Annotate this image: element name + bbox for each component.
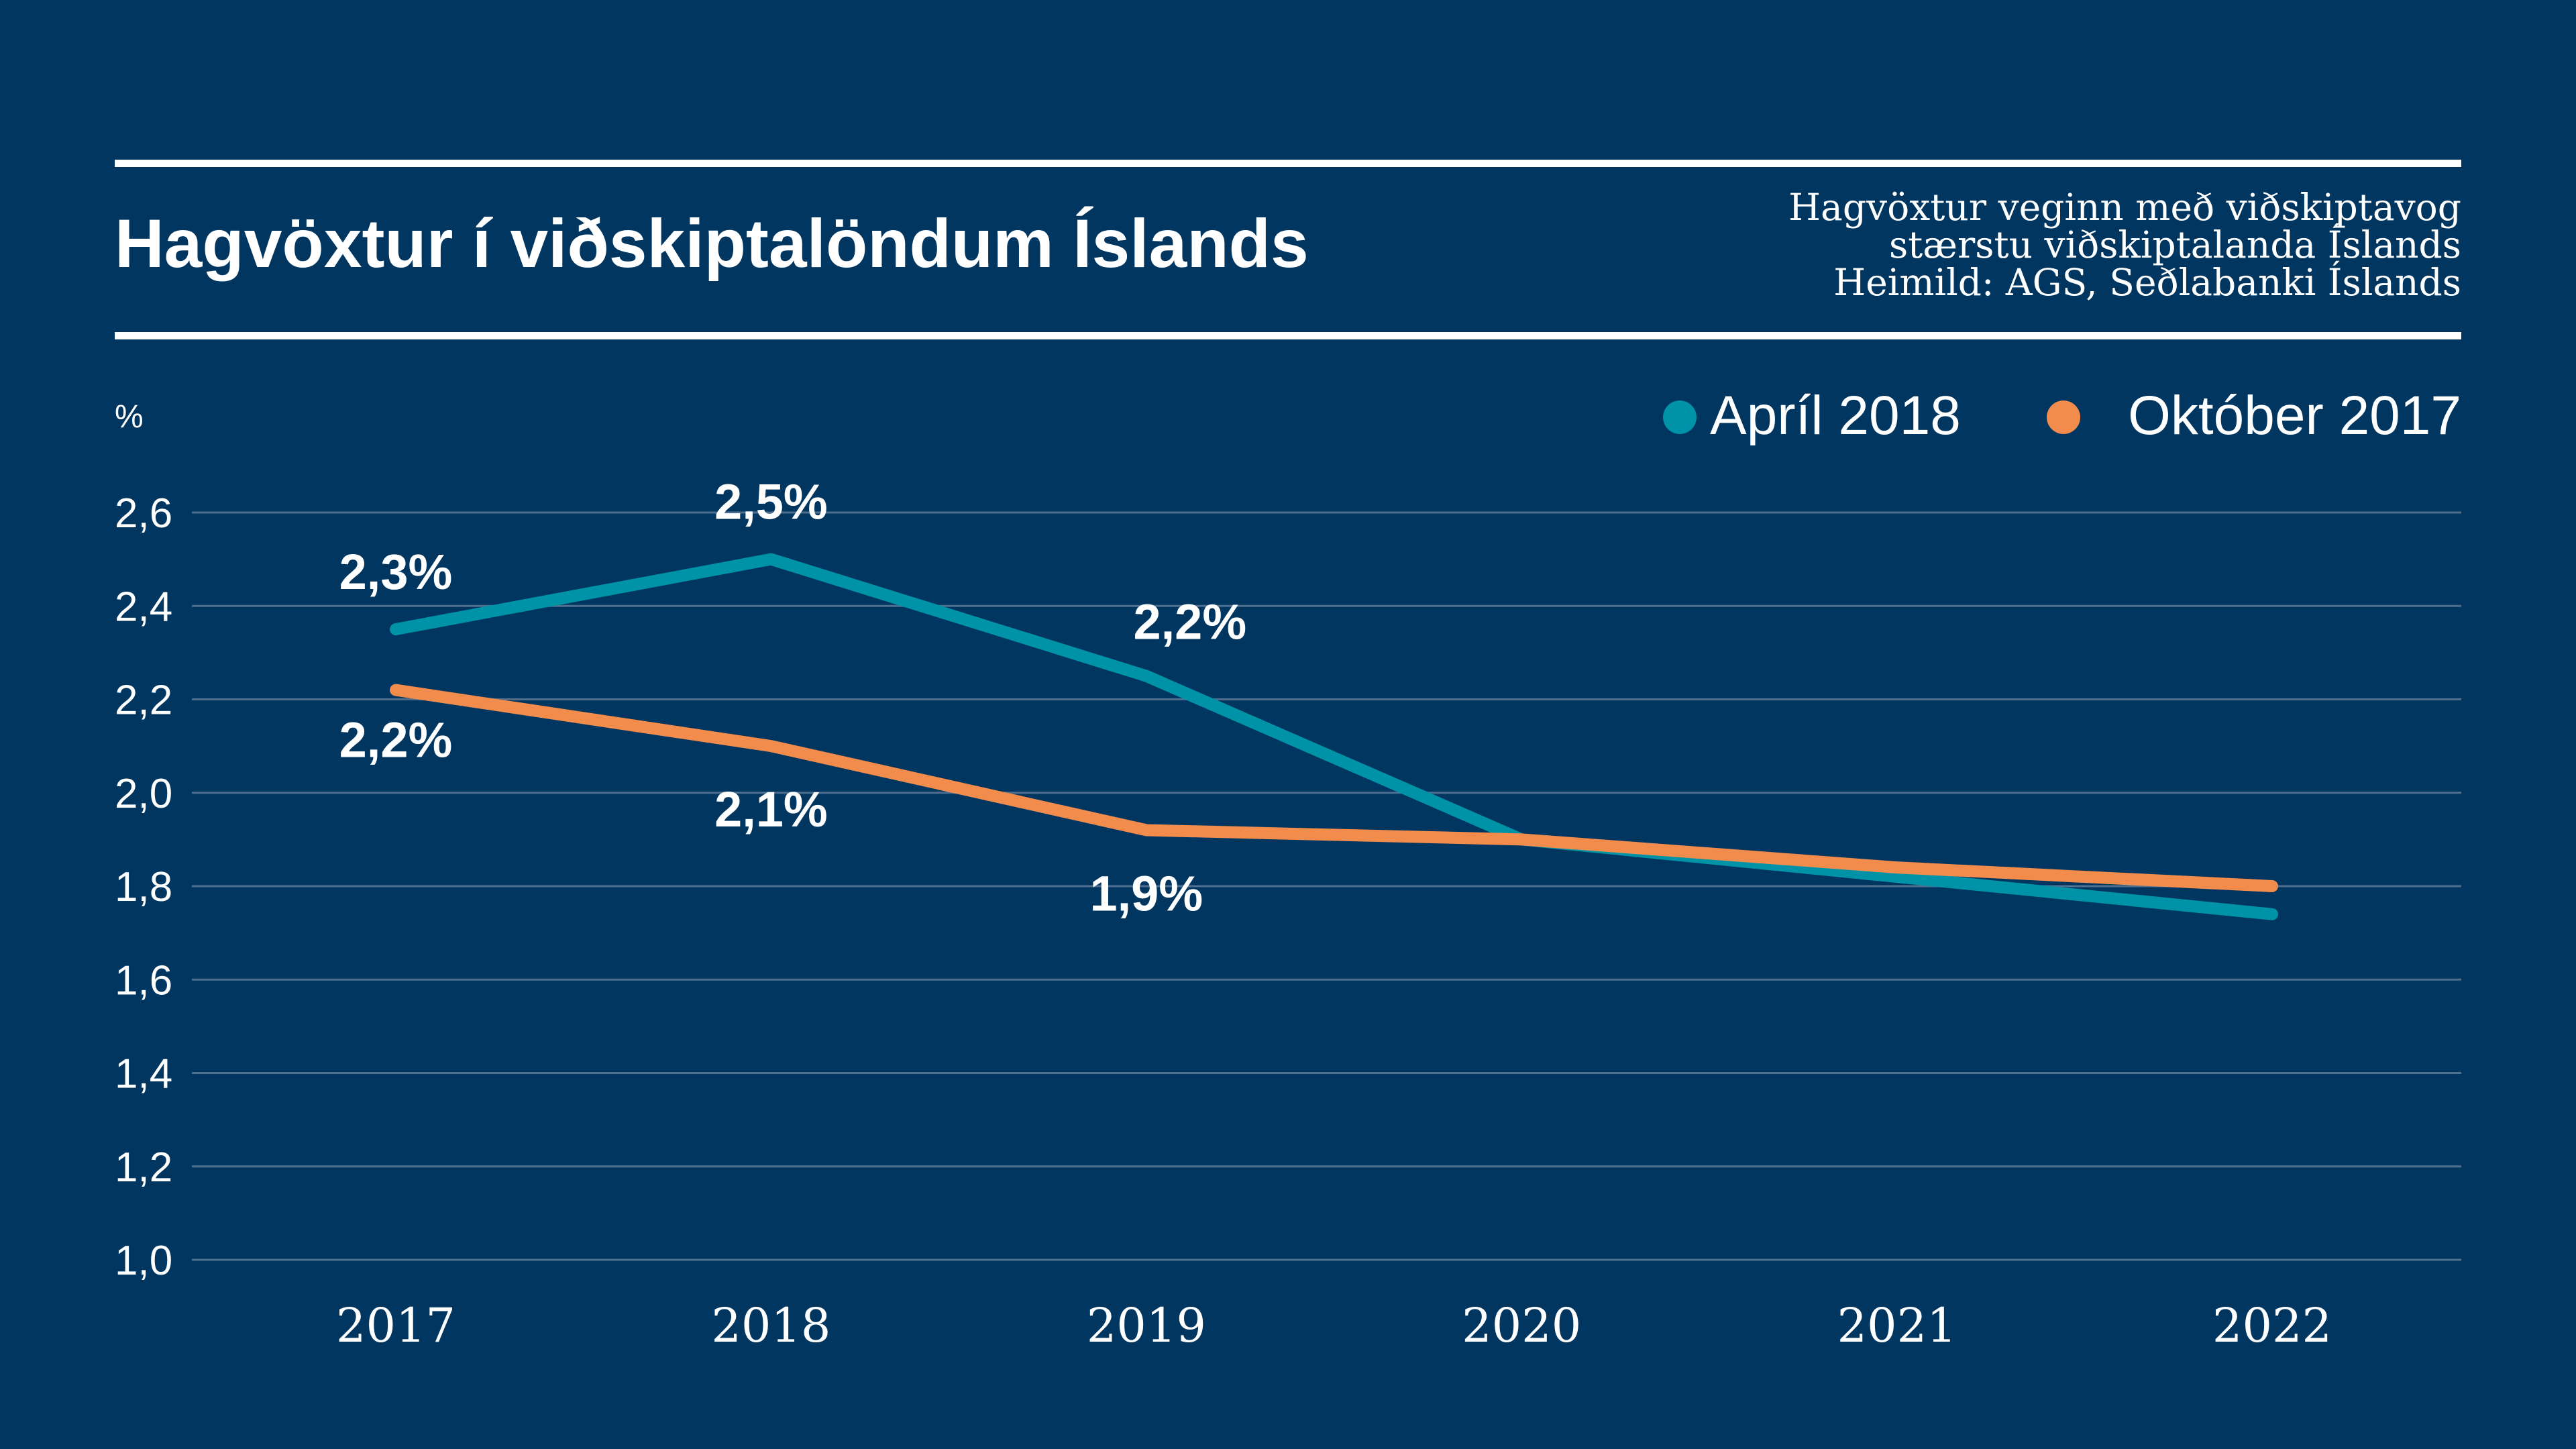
y-tick-label: 1,2 [115, 1144, 172, 1191]
y-tick-labels: 1,0 1,2 1,4 1,6 1,8 2,0 2,2 2,4 2,6 [115, 490, 172, 1284]
y-tick-label: 1,6 [115, 957, 172, 1004]
series-line-oktober-2017 [390, 684, 2278, 892]
y-tick-label: 2,0 [115, 771, 172, 817]
legend-marker-october [2047, 400, 2080, 434]
x-tick-label: 2020 [1462, 1298, 1581, 1353]
data-label: 2,2% [339, 712, 453, 768]
data-label: 2,3% [339, 544, 453, 600]
series-line-april-2018 [390, 553, 2278, 920]
data-label: 2,2% [1133, 594, 1246, 650]
x-tick-label: 2022 [2212, 1298, 2332, 1353]
y-axis-unit-label: % [115, 399, 144, 435]
x-tick-label: 2017 [336, 1298, 455, 1353]
series-layer [390, 553, 2278, 920]
x-tick-label: 2021 [1837, 1298, 1957, 1353]
y-tick-label: 1,4 [115, 1051, 172, 1097]
x-tick-labels: 2017 2018 2019 2020 2021 2022 [336, 1298, 2332, 1353]
data-label: 2,5% [714, 474, 828, 530]
header-bottom-rule [115, 332, 2461, 339]
data-label: 2,1% [714, 782, 828, 837]
note-line-2: stærstu viðskiptalanda Íslands [1889, 223, 2461, 266]
y-tick-label: 2,2 [115, 678, 172, 724]
y-tick-label: 2,6 [115, 490, 172, 537]
legend-marker-april [1663, 400, 1697, 434]
page-title: Hagvöxtur í viðskiptalöndum Íslands [115, 205, 1309, 282]
y-tick-label: 2,4 [115, 584, 172, 630]
grid-layer [192, 511, 2461, 1261]
x-tick-label: 2019 [1087, 1298, 1206, 1353]
note-line-1: Hagvöxtur veginn með viðskiptavog [1788, 186, 2461, 229]
data-label: 1,9% [1089, 865, 1203, 921]
legend-label-april: Apríl 2018 [1710, 385, 1961, 446]
legend: Apríl 2018 Október 2017 [1663, 385, 2461, 446]
y-tick-label: 1,0 [115, 1238, 172, 1284]
note-line-3: Heimild: AGS, Seðlabanki Íslands [1833, 261, 2461, 304]
y-tick-label: 1,8 [115, 864, 172, 910]
header-top-rule [115, 160, 2461, 167]
data-labels: 2,3% 2,5% 2,2% 2,2% 2,1% 1,9% [339, 474, 1246, 922]
legend-label-october: Október 2017 [2128, 385, 2461, 446]
x-tick-label: 2018 [711, 1298, 830, 1353]
